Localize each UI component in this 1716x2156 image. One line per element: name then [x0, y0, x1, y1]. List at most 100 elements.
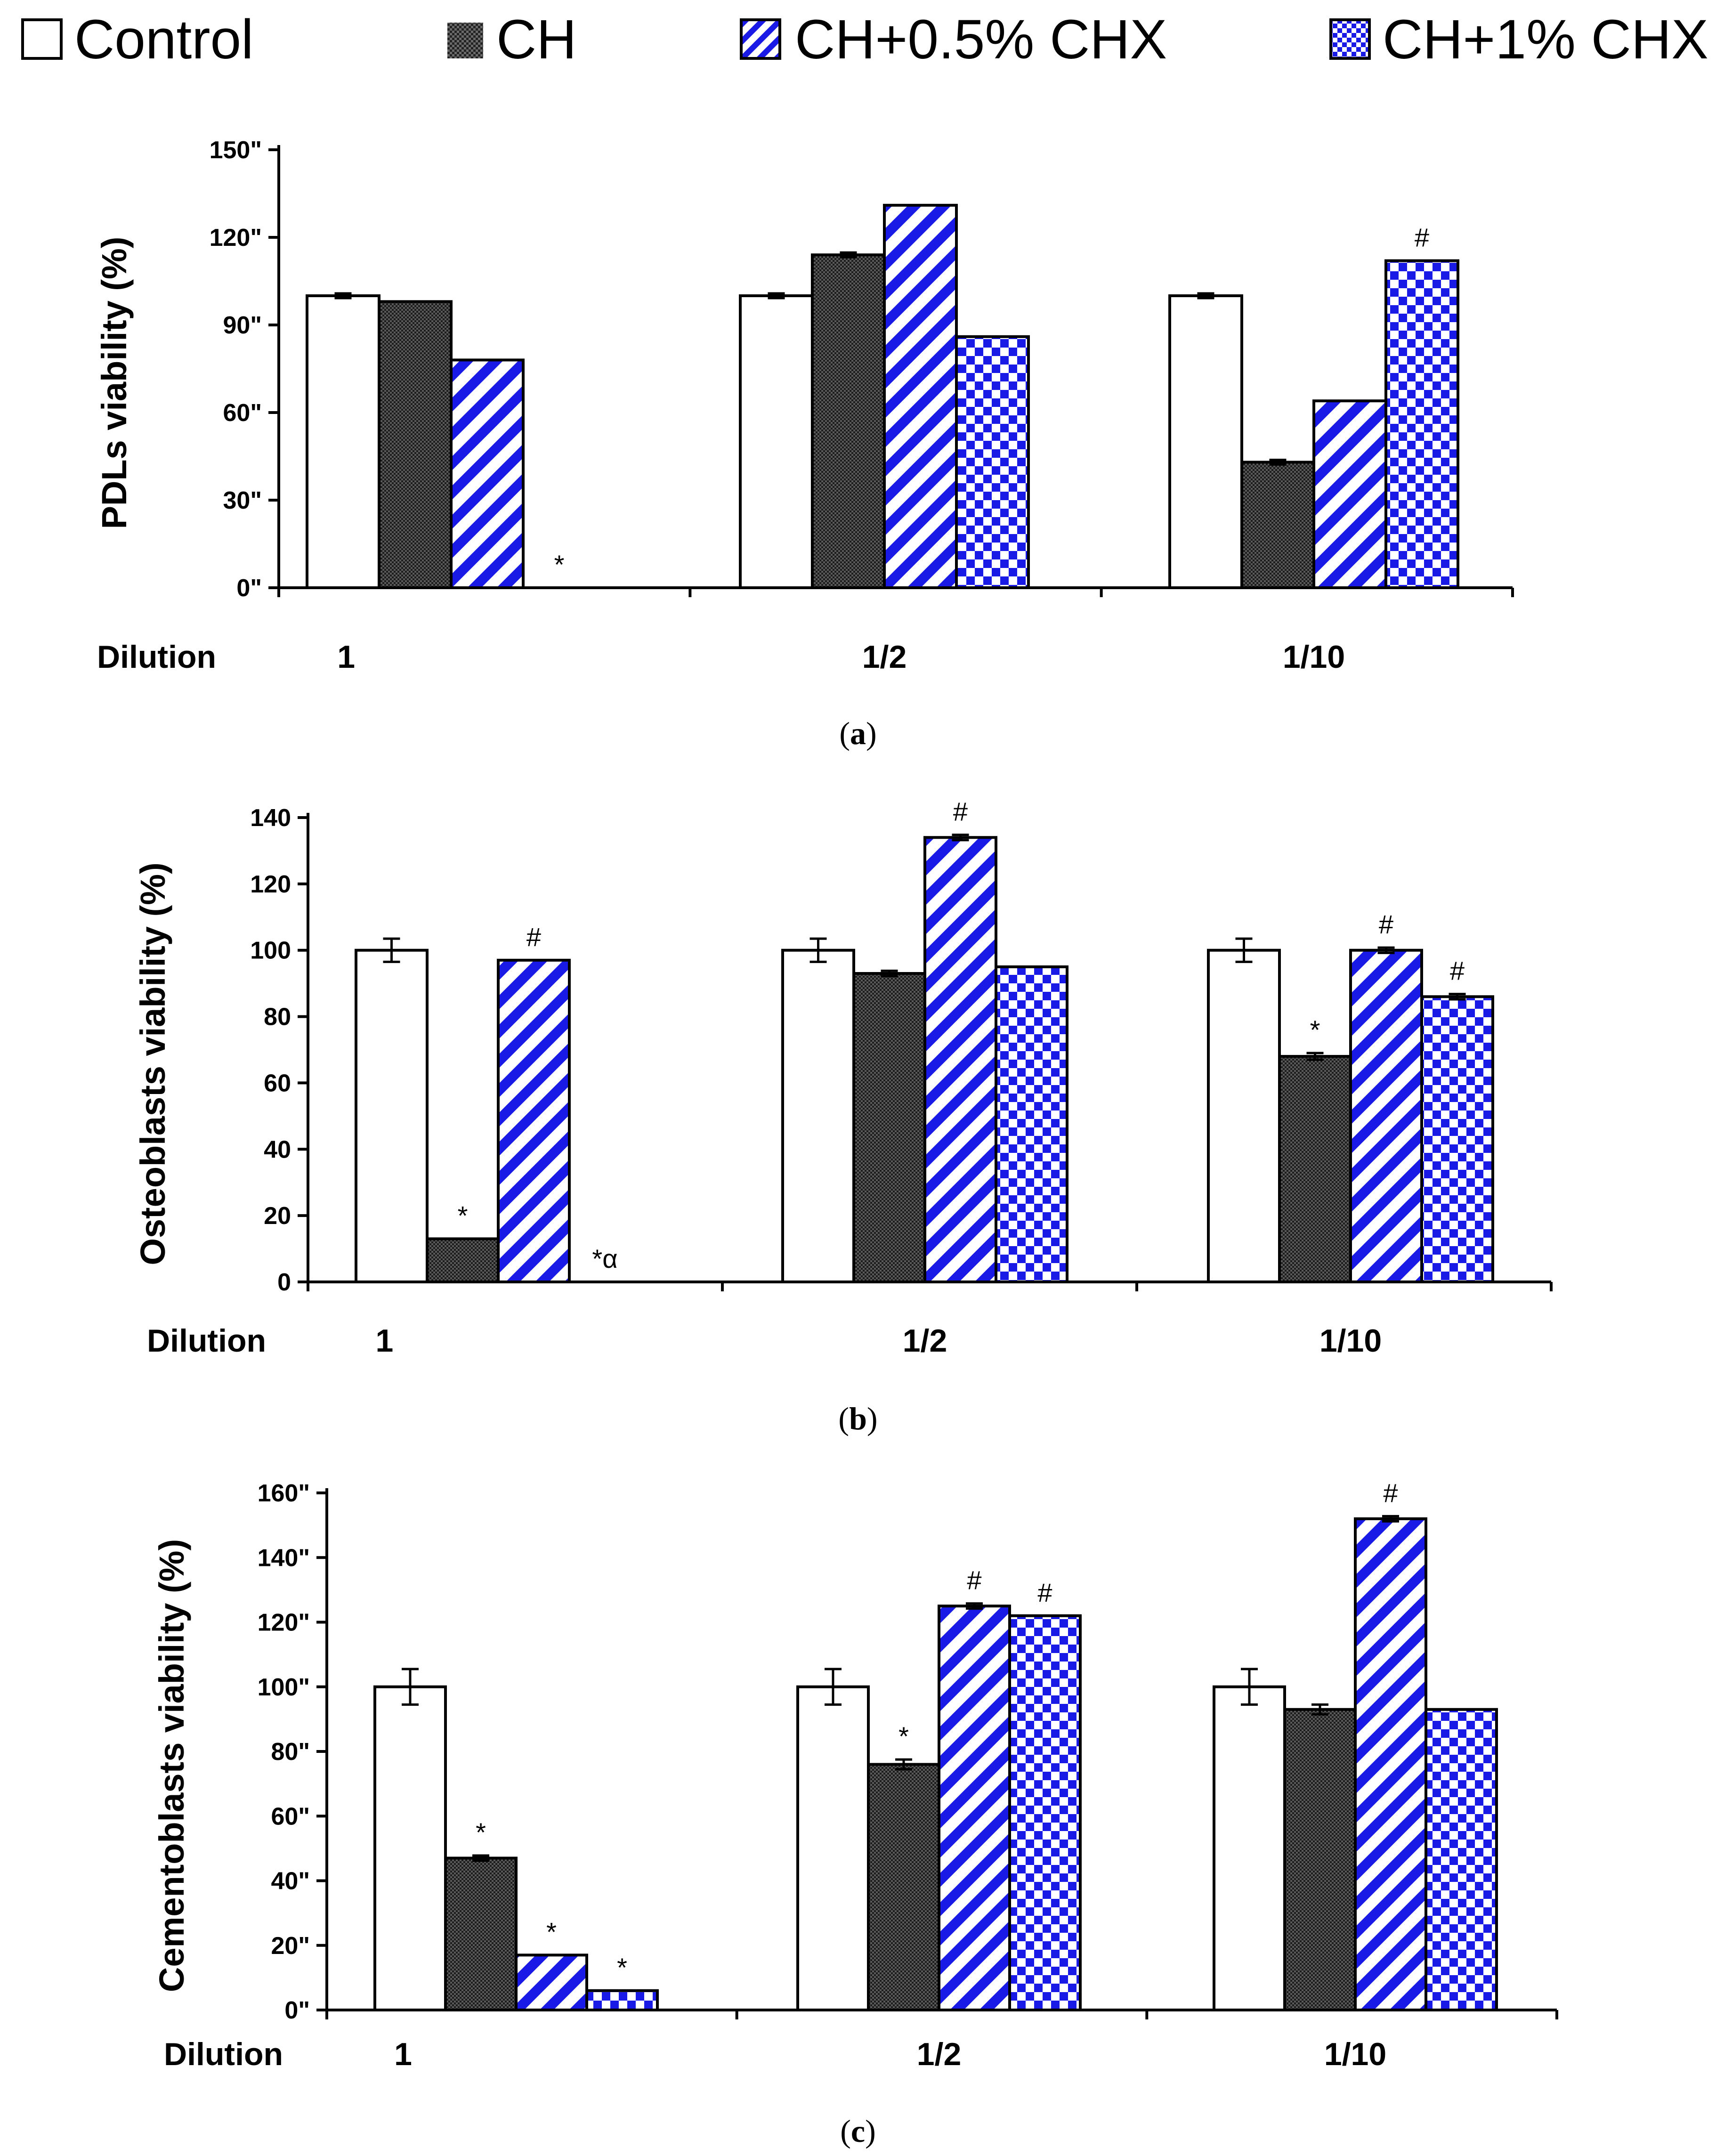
legend-label-ch-1-chx: CH+1% CHX [1383, 8, 1708, 71]
legend-label-ch: CH [496, 8, 576, 71]
bar-c-ch-1-chx-2 [1425, 1708, 1498, 2012]
bar-a-ch-0-5-chx-2 [1312, 399, 1387, 589]
bar-c-control-0 [373, 1685, 447, 2011]
legend-item-ch: CH [447, 8, 576, 71]
x-tick-label: 1/10 [1324, 2036, 1386, 2072]
y-tick-label: 90" [223, 312, 262, 339]
y-tick-label: 160" [258, 1480, 310, 1507]
bar-c-ch-0 [444, 1856, 518, 2011]
significance-marker: # [1415, 223, 1429, 252]
bar-a-ch-1-chx-1 [955, 335, 1030, 589]
legend-item-control: Control [21, 8, 253, 71]
y-tick-label: 140 [250, 804, 291, 832]
bar-b-control-0 [355, 948, 429, 1283]
panel-caption: (b) [838, 1401, 877, 1436]
bar-a-ch-0-5-chx-1 [883, 203, 958, 589]
significance-marker: # [1383, 1478, 1398, 1508]
panel-caption: (a) [839, 715, 876, 751]
x-tick-label: 1 [394, 2036, 412, 2072]
bar-a-ch-1 [811, 253, 886, 589]
y-tick-label: 40 [264, 1136, 291, 1163]
y-tick-label: 0" [236, 575, 262, 602]
bar-c-control-2 [1213, 1685, 1286, 2011]
bar-b-ch-0-5-chx-2 [1349, 948, 1423, 1283]
legend: Control CH CH+0.5% CHX CH+1% CHX [21, 8, 1708, 71]
y-axis-label: Cementoblasts viability (%) [152, 1539, 191, 1992]
bar-b-control-1 [781, 948, 855, 1283]
significance-marker: # [1379, 909, 1393, 939]
bar-c-ch-2 [1283, 1708, 1357, 2012]
x-tick-label: 1 [375, 1323, 393, 1359]
x-tick-label: 1/2 [862, 639, 907, 675]
significance-marker: * [476, 1817, 486, 1847]
bar-b-ch-0-5-chx-0 [497, 958, 571, 1284]
y-tick-label: 120" [258, 1609, 310, 1637]
bar-a-control-2 [1168, 294, 1243, 589]
y-tick-label: 40" [271, 1868, 310, 1895]
legend-item-ch-0-5-chx: CH+0.5% CHX [740, 8, 1167, 71]
panel-c: 0" 20" 40" 60" 80" 100" 120" 140" 160" Cementobla… [152, 1478, 1558, 2149]
panel-b: 0 20 40 60 80 100 120 140 Osteoblasts viability … [133, 797, 1553, 1436]
legend-swatch-ch-1-chx [1329, 18, 1371, 60]
legend-swatch-control [21, 18, 63, 60]
x-axis-prefix-label: Dilution [147, 1323, 266, 1359]
bar-a-ch-0 [378, 300, 453, 589]
bar-b-control-2 [1207, 948, 1281, 1283]
panel-caption: (c) [840, 2113, 876, 2149]
bar-b-ch-0 [426, 1237, 500, 1284]
y-tick-label: 150" [210, 137, 262, 164]
bar-c-ch-0-5-chx-0 [515, 1953, 588, 2011]
bar-b-ch-1-chx-2 [1420, 995, 1494, 1283]
significance-marker: * [546, 1917, 557, 1946]
bar-b-ch-1-chx-1 [995, 965, 1068, 1283]
bar-c-ch-0-5-chx-1 [938, 1605, 1011, 2011]
bar-c-ch-1 [867, 1763, 940, 2011]
bar-a-ch-2 [1240, 461, 1315, 590]
bar-c-ch-1-chx-1 [1008, 1614, 1082, 2011]
bar-b-ch-0-5-chx-1 [923, 836, 997, 1284]
y-tick-label: 100 [250, 937, 291, 965]
x-tick-label: 1/2 [917, 2036, 962, 2072]
y-axis-label: PDLs viability (%) [95, 237, 134, 529]
significance-marker: * [458, 1200, 468, 1230]
bar-a-control-1 [739, 294, 814, 589]
bar-c-ch-1-chx-0 [585, 1989, 659, 2012]
x-axis-prefix-label: Dilution [164, 2036, 283, 2072]
y-tick-label: 60 [264, 1070, 291, 1097]
legend-label-control: Control [74, 8, 253, 71]
x-tick-label: 1/10 [1319, 1323, 1382, 1359]
significance-marker: * [554, 550, 565, 579]
legend-item-ch-1-chx: CH+1% CHX [1329, 8, 1708, 71]
panel-a: 0" 30" 60" 90" 120" 150" PDLs viability (%) Dil… [95, 137, 1514, 751]
significance-marker: # [967, 1565, 981, 1595]
bar-a-control-0 [306, 294, 380, 589]
significance-marker: # [953, 797, 968, 827]
significance-marker: # [1450, 956, 1465, 986]
y-tick-label: 80 [264, 1004, 291, 1031]
bar-b-ch-1 [852, 972, 926, 1284]
y-tick-label: 120" [210, 224, 262, 251]
y-tick-label: 20 [264, 1202, 291, 1230]
y-tick-label: 60" [271, 1803, 310, 1830]
legend-swatch-ch [447, 23, 483, 58]
y-tick-label: 30" [223, 487, 262, 514]
significance-marker: * [617, 1953, 627, 1982]
bar-a-ch-0-5-chx-0 [450, 358, 525, 590]
y-tick-label: 60" [223, 399, 262, 427]
y-tick-label: 0 [277, 1269, 291, 1296]
bar-a-ch-1-chx-2 [1384, 259, 1459, 589]
significance-marker: # [1037, 1578, 1052, 1607]
y-tick-label: 80" [271, 1738, 310, 1766]
y-tick-label: 20" [271, 1932, 310, 1960]
x-axis-prefix-label: Dilution [97, 639, 216, 675]
bar-c-control-1 [796, 1685, 870, 2011]
y-tick-label: 140" [258, 1544, 310, 1572]
y-axis-label: Osteoblasts viability (%) [133, 862, 172, 1265]
bar-b-ch-2 [1278, 1055, 1352, 1283]
bar-c-ch-0-5-chx-2 [1354, 1517, 1427, 2011]
y-tick-label: 0" [284, 1997, 310, 2024]
y-tick-label: 120 [250, 871, 291, 898]
x-tick-label: 1 [337, 639, 355, 675]
